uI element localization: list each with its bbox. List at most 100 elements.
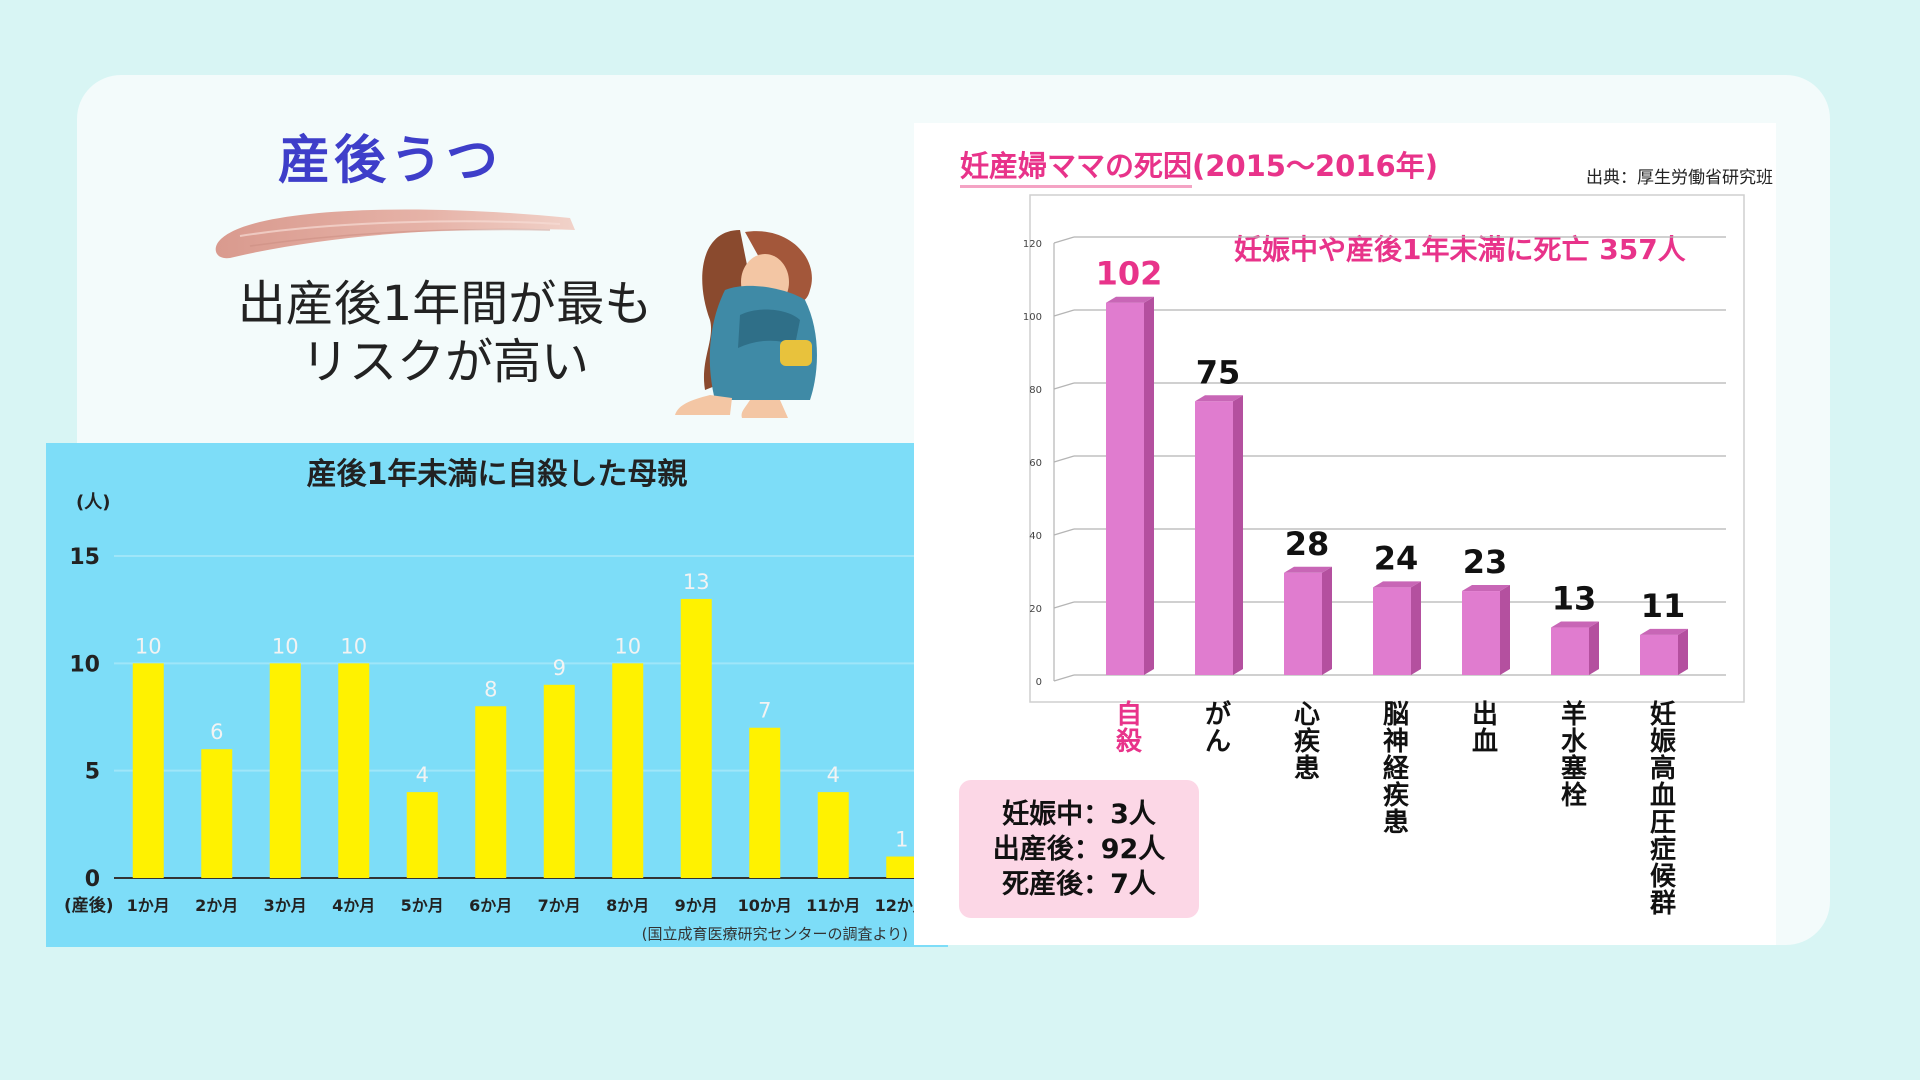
right-chart-title: 妊産婦ママの死因(2015〜2016年) <box>960 143 1438 188</box>
left-y-tick-label: 5 <box>85 760 100 785</box>
left-x-tick-label: 3か月 <box>264 896 307 915</box>
left-bar-value-label: 1 <box>895 828 908 852</box>
subtitle-line-2: リスクが高い <box>300 334 589 390</box>
left-x-tick-label: 4か月 <box>332 896 375 915</box>
right-x-tick-label: 脳神経疾患 <box>1382 700 1410 838</box>
right-x-tick-label: 出血 <box>1472 700 1498 757</box>
right-y-tick-label: 60 <box>1029 458 1042 469</box>
right-y-tick-label: 0 <box>1036 677 1042 688</box>
left-x-tick-label: 6か月 <box>469 896 512 915</box>
right-bar-value-label: 13 <box>1552 580 1597 618</box>
right-x-tick-label: 羊水塞栓 <box>1561 699 1588 811</box>
right-bar <box>1284 572 1322 675</box>
left-chart-unit: (人) <box>76 492 110 513</box>
right-bar-top <box>1373 581 1421 588</box>
left-bar <box>269 663 301 878</box>
right-bar-value-label: 11 <box>1641 587 1686 625</box>
left-bar <box>612 663 644 878</box>
right-bar-side <box>1411 581 1421 675</box>
right-bar-top <box>1195 395 1243 402</box>
left-x-tick-label: 5か月 <box>401 896 444 915</box>
subtitle-line-1: 出産後1年間が最も <box>237 276 653 332</box>
right-bar-side <box>1500 585 1510 675</box>
right-bar-value-label: 23 <box>1463 543 1508 581</box>
right-bar-side <box>1144 296 1154 675</box>
right-bar-value-label: 28 <box>1285 525 1330 563</box>
left-bar <box>132 663 164 878</box>
left-bar-value-label: 10 <box>272 634 299 658</box>
right-bar-side <box>1589 621 1599 675</box>
right-bar <box>1373 587 1411 675</box>
left-bar-value-label: 10 <box>614 634 641 658</box>
left-bar <box>817 792 849 878</box>
left-bar-value-label: 13 <box>683 570 710 594</box>
right-gridline-perspective <box>1053 601 1075 609</box>
right-bar-value-label: 75 <box>1196 353 1241 391</box>
right-chart-title-main: 妊産婦ママの死因 <box>960 149 1193 188</box>
left-x-tick-label: 1か月 <box>127 896 170 915</box>
right-bar-value-label: 24 <box>1374 539 1419 577</box>
left-bar <box>338 663 370 878</box>
left-chart-x-prefix: (産後) <box>64 895 114 916</box>
right-chart-source: 出典：厚生労働省研究班 <box>1586 168 1773 188</box>
right-bar-side <box>1678 628 1688 675</box>
left-x-tick-label: 8か月 <box>606 896 649 915</box>
note-line-1: 妊娠中：3人 <box>1002 798 1156 830</box>
right-bar-top <box>1551 621 1599 628</box>
right-gridline-perspective <box>1053 382 1075 390</box>
left-bar <box>886 856 918 878</box>
right-x-tick-label: 心疾患 <box>1294 700 1320 784</box>
left-bar-value-label: 8 <box>484 677 497 701</box>
note-line-3: 死産後：7人 <box>1002 868 1156 900</box>
right-chart-annotation: 妊娠中や産後1年未満に死亡 357人 <box>1234 233 1686 266</box>
suicide-by-month-plot: 産後1年未満に自殺した母親 (人) (産後) (国立成育医療研究センターの調査よ… <box>64 457 936 943</box>
right-bar <box>1106 302 1144 675</box>
right-x-tick-label: 自殺 <box>1116 699 1143 757</box>
right-gridline-perspective <box>1053 674 1075 682</box>
left-x-tick-label: 10か月 <box>738 896 792 915</box>
left-bar <box>543 684 575 878</box>
right-y-tick-label: 80 <box>1029 385 1042 396</box>
right-y-tick-label: 100 <box>1023 312 1042 323</box>
left-chart-title: 産後1年未満に自殺した母親 <box>307 457 688 492</box>
left-y-tick-label: 15 <box>69 545 100 570</box>
right-gridline-perspective <box>1053 528 1075 536</box>
right-bar <box>1551 627 1589 675</box>
right-bar <box>1462 591 1500 675</box>
left-bar <box>680 598 712 878</box>
left-x-tick-label: 11か月 <box>806 896 860 915</box>
slide-title: 産後うつ <box>277 130 502 191</box>
left-bar <box>201 749 233 878</box>
right-gridline-perspective <box>1053 455 1075 463</box>
right-bar-side <box>1233 395 1243 675</box>
right-bar-top <box>1462 585 1510 592</box>
left-bar <box>406 792 438 878</box>
left-y-tick-label: 0 <box>85 867 100 892</box>
brush-stroke-decoration <box>215 209 575 259</box>
right-gridline-perspective <box>1053 309 1075 317</box>
right-x-tick-label: がん <box>1205 699 1231 757</box>
right-bar-top <box>1640 628 1688 635</box>
left-bar-value-label: 7 <box>758 699 771 723</box>
left-x-tick-label: 7か月 <box>538 896 581 915</box>
left-y-tick-label: 10 <box>69 652 100 677</box>
right-x-tick-label: 妊娠高血圧症候群 <box>1649 700 1677 919</box>
death-causes-plot: 妊娠中や産後1年未満に死亡 357人 0 20 40 60 80 100 120 102 自殺 7… <box>1023 194 1745 919</box>
right-bar-value-label: 102 <box>1096 255 1163 293</box>
left-chart-source: (国立成育医療研究センターの調査より) <box>642 925 908 943</box>
breakdown-note: 妊娠中：3人 出産後：92人 死産後：7人 <box>959 780 1199 918</box>
left-bar <box>749 727 781 878</box>
left-bar <box>475 706 507 878</box>
right-bar <box>1195 401 1233 675</box>
plot-frame <box>1029 194 1745 703</box>
right-y-tick-label: 120 <box>1023 239 1042 250</box>
left-bar-value-label: 9 <box>553 656 566 680</box>
left-x-tick-label: 9か月 <box>675 896 718 915</box>
death-causes-panel: 妊産婦ママの死因(2015〜2016年) 出典：厚生労働省研究班 妊娠中や産後1… <box>914 123 1776 945</box>
right-gridline-perspective <box>1053 236 1075 244</box>
right-bar-top <box>1284 566 1332 573</box>
suicide-by-month-chart: 産後1年未満に自殺した母親 (人) (産後) (国立成育医療研究センターの調査よ… <box>46 443 948 947</box>
right-bar-top <box>1106 296 1154 303</box>
left-bar-value-label: 4 <box>827 763 840 787</box>
right-bar-side <box>1322 566 1332 675</box>
